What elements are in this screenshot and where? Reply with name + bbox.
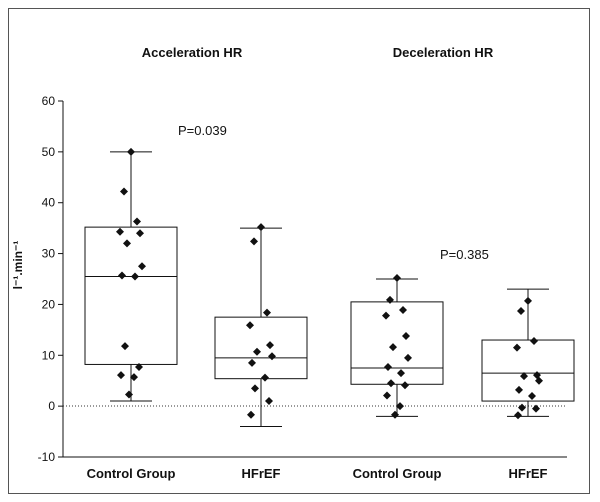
data-point — [130, 373, 138, 382]
y-tick-label: 10 — [42, 348, 56, 362]
data-point — [247, 410, 255, 419]
data-point — [397, 369, 405, 378]
data-point — [257, 223, 265, 232]
data-point — [528, 391, 536, 400]
data-point — [517, 307, 525, 316]
data-point — [131, 272, 139, 281]
data-point — [515, 385, 523, 394]
boxes — [84, 151, 575, 427]
data-point — [393, 273, 401, 282]
data-point — [399, 306, 407, 315]
data-point — [136, 229, 144, 238]
box-iqr — [350, 301, 444, 385]
data-point — [401, 381, 409, 390]
data-point — [248, 358, 256, 367]
box-iqr — [84, 226, 178, 365]
chart-frame — [8, 8, 590, 494]
data-point — [263, 308, 271, 317]
data-point — [382, 311, 390, 320]
y-tick-label: 20 — [42, 297, 56, 311]
data-point — [121, 342, 129, 351]
p-value-deceleration: P=0.385 — [440, 247, 489, 262]
data-point — [118, 271, 126, 280]
data-point — [123, 239, 131, 248]
data-points — [116, 147, 543, 420]
data-point — [396, 402, 404, 411]
data-point — [389, 343, 397, 352]
data-point — [125, 390, 133, 399]
data-point — [532, 404, 540, 413]
x-category-control-dec: Control Group — [353, 466, 442, 481]
data-point — [116, 227, 124, 236]
data-point — [261, 373, 269, 382]
data-point — [266, 341, 274, 350]
box-iqr — [481, 339, 575, 402]
data-point — [535, 376, 543, 385]
box-iqr — [214, 316, 308, 380]
y-tick-label: 30 — [42, 247, 56, 261]
x-category-control-acc: Control Group — [87, 466, 176, 481]
data-point — [138, 262, 146, 271]
data-point — [518, 403, 526, 412]
data-point — [391, 410, 399, 419]
data-point — [383, 391, 391, 400]
data-point — [402, 331, 410, 340]
x-category-hfref-acc: HFrEF — [242, 466, 281, 481]
y-tick-label: 0 — [48, 399, 55, 413]
y-axis-label: l⁻¹.min⁻¹ — [11, 241, 25, 290]
data-point — [127, 147, 135, 156]
data-point — [513, 343, 521, 352]
data-point — [251, 384, 259, 393]
data-point — [524, 296, 532, 305]
data-point — [520, 372, 528, 381]
y-tick-label: 50 — [42, 145, 56, 159]
data-point — [250, 237, 258, 246]
data-point — [133, 217, 141, 226]
y-tick-label: -10 — [38, 450, 56, 464]
data-point — [120, 187, 128, 196]
data-point — [404, 353, 412, 362]
data-point — [514, 411, 522, 420]
x-category-hfref-dec: HFrEF — [509, 466, 548, 481]
y-ticks: -10 0 10 20 30 40 50 60 — [38, 94, 63, 464]
panel-title-deceleration: Deceleration HR — [393, 45, 494, 60]
data-point — [384, 362, 392, 371]
data-point — [265, 397, 273, 406]
data-point — [246, 321, 254, 330]
data-point — [387, 379, 395, 388]
data-point — [253, 347, 261, 356]
data-point — [268, 352, 276, 361]
p-value-acceleration: P=0.039 — [178, 123, 227, 138]
panel-title-acceleration: Acceleration HR — [142, 45, 243, 60]
data-point — [117, 371, 125, 380]
y-tick-label: 60 — [42, 94, 56, 108]
data-point — [386, 295, 394, 304]
data-point — [530, 337, 538, 346]
y-tick-label: 40 — [42, 196, 56, 210]
data-point — [135, 362, 143, 371]
